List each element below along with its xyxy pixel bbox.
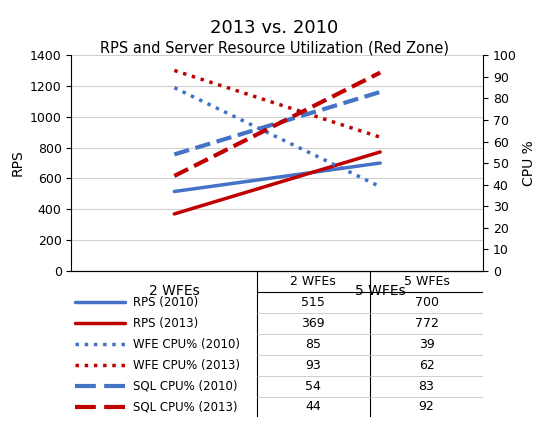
Text: 44: 44 bbox=[305, 400, 321, 414]
Text: SQL CPU% (2013): SQL CPU% (2013) bbox=[133, 400, 238, 414]
Text: 5 WFEs: 5 WFEs bbox=[355, 284, 406, 298]
Text: 85: 85 bbox=[305, 337, 321, 351]
Text: 83: 83 bbox=[418, 380, 434, 392]
Text: WFE CPU% (2013): WFE CPU% (2013) bbox=[133, 359, 240, 371]
Text: 93: 93 bbox=[305, 359, 321, 371]
Y-axis label: RPS: RPS bbox=[10, 150, 24, 176]
Text: 2013 vs. 2010: 2013 vs. 2010 bbox=[210, 19, 339, 37]
Text: RPS and Server Resource Utilization (Red Zone): RPS and Server Resource Utilization (Red… bbox=[100, 40, 449, 55]
Y-axis label: CPU %: CPU % bbox=[522, 140, 536, 186]
Text: 2 WFEs: 2 WFEs bbox=[290, 275, 336, 288]
Text: 92: 92 bbox=[419, 400, 434, 414]
Text: 700: 700 bbox=[414, 296, 439, 309]
Text: 515: 515 bbox=[301, 296, 325, 309]
Text: 369: 369 bbox=[301, 317, 325, 330]
Text: 39: 39 bbox=[419, 337, 434, 351]
Text: 2 WFEs: 2 WFEs bbox=[149, 284, 200, 298]
Text: 62: 62 bbox=[419, 359, 434, 371]
Text: SQL CPU% (2010): SQL CPU% (2010) bbox=[133, 380, 238, 392]
Text: 772: 772 bbox=[414, 317, 439, 330]
Text: RPS (2010): RPS (2010) bbox=[133, 296, 198, 309]
Text: RPS (2013): RPS (2013) bbox=[133, 317, 198, 330]
Text: WFE CPU% (2010): WFE CPU% (2010) bbox=[133, 337, 240, 351]
Text: 54: 54 bbox=[305, 380, 321, 392]
Text: 5 WFEs: 5 WFEs bbox=[404, 275, 450, 288]
